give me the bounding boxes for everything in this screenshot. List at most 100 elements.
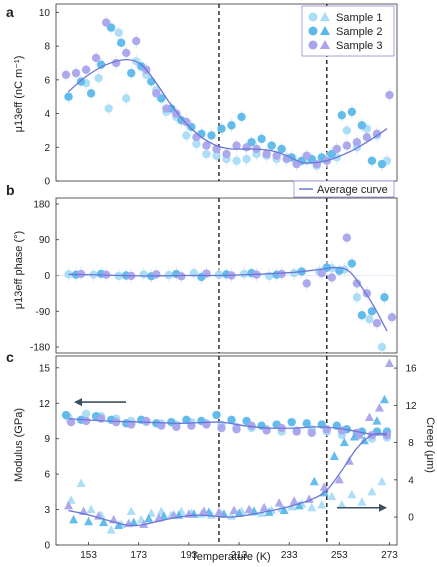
panel-c-letter: c: [6, 349, 14, 365]
panel-a-sample1-point-27: [342, 126, 352, 135]
panel-c-sample3-triangle-17: [319, 482, 329, 491]
panel-c-sample2-point-11: [227, 415, 236, 424]
panel-a-sample2-point-5: [116, 38, 126, 47]
panel-c-sample3-point-17: [322, 425, 331, 434]
panel-c-xlabel: Temperature (K): [191, 551, 270, 563]
panel-c-ytick-label-3: 9: [44, 434, 50, 445]
panel-a-sample3-point-25: [312, 159, 321, 169]
panel-c-sample1-triangle-2: [86, 504, 96, 514]
panel-a-sample1-point-17: [242, 154, 251, 164]
panel-a-sample3-point-24: [302, 151, 311, 160]
panel-c-sample1-triangle-1: [76, 478, 86, 488]
panel-a-sample2-point-6: [127, 68, 136, 78]
panel-a-sample3-point-11: [172, 109, 181, 118]
panel-a-sample1-point-13: [202, 149, 211, 159]
panel-c-ytick-label-0: 0: [44, 541, 50, 552]
legend-average-label: Average curve: [317, 184, 388, 196]
panel-c-sample2-triangle-15: [294, 500, 304, 510]
legend-sample2-circle: [308, 26, 318, 36]
panel-b-sample3-point-5: [202, 269, 211, 278]
panel-c-sample3-triangle-6: [154, 513, 164, 522]
panel-a-ytick-label-1: 2: [44, 143, 50, 154]
legend-panel-b: Average curve: [293, 180, 395, 198]
panel-c-sample2-triangle-23: [379, 394, 389, 404]
panel-c-sample2-triangle-18: [329, 451, 339, 461]
panel-c-ytick-label-1: 3: [44, 505, 50, 516]
panel-a-sample3-point-0: [61, 70, 71, 80]
panel-a-sample3-point-17: [232, 141, 241, 150]
panel-b-letter: b: [6, 182, 15, 198]
panel-c-sample1-point-1: [81, 409, 91, 419]
panel-c-sample1-triangle-24: [307, 502, 317, 512]
panel-b-ytick-label-3: 90: [39, 235, 51, 246]
panel-a-sample2-point-16: [227, 121, 236, 130]
panel-c-sample2-triangle-6: [159, 511, 169, 520]
panel-c-xtick-label-6: 273: [381, 550, 398, 561]
panel-a-sample3-point-12: [182, 117, 191, 127]
panel-c-sample3-triangle-9: [199, 506, 209, 515]
panel-b-sample1-point-15: [377, 342, 387, 352]
panel-c-sample3-point-15: [292, 427, 301, 436]
panel-b-sample3-point-4: [177, 272, 186, 281]
panel-b-sample1-point-14: [365, 315, 374, 324]
panel-c-sample3-triangle-23: [384, 358, 394, 367]
panel-c-sample2-triangle-1: [84, 516, 94, 526]
panel-a-sample2-point-21: [277, 144, 286, 154]
panel-c-sample3-point-18: [337, 426, 347, 435]
panel-c-average-curve-7: [68, 432, 388, 527]
panel-c-sample3-triangle-0: [64, 500, 74, 510]
panel-c-ytick-label-2: 6: [44, 470, 50, 481]
panel-c-xtick-label-4: 233: [281, 550, 298, 561]
panel-c-y2tick-label-1: 4: [408, 475, 414, 486]
panel-a-sample1-point-3: [104, 104, 113, 113]
panel-b-sample2-point-12: [347, 259, 357, 268]
panel-c-sample3-triangle-22: [374, 403, 384, 412]
panel-b-ytick-label-4: 180: [33, 199, 50, 210]
panel-c-sample2-point-10: [212, 410, 221, 420]
panel-b-average-curve-3: [68, 266, 388, 332]
panel-c-sample3-triangle-20: [354, 430, 364, 439]
panel-c-sample3-point-3: [111, 417, 121, 427]
panel-c-sample2-point-8: [182, 415, 191, 424]
panel-b-sample3-point-8: [277, 269, 286, 279]
panel-a-ytick-label-3: 6: [44, 75, 50, 86]
panel-b-sample2-point-15: [380, 293, 389, 302]
panel-b-sample3-point-9: [302, 279, 311, 288]
panel-c-ylabel-left: Modulus (GPa): [13, 408, 25, 482]
panel-a-sample1-point-4: [114, 28, 123, 37]
panel-a-sample2-point-20: [267, 141, 276, 150]
panel-a-sample3-point-20: [262, 149, 271, 159]
panel-a-ylabel: μ13eff (nC m⁻¹): [13, 56, 25, 133]
panel-c-sample1-triangle-28: [347, 489, 357, 499]
panel-a-sample2-point-31: [377, 159, 387, 169]
panel-c-xtick-label-2: 193: [181, 550, 198, 561]
panel-c-sample3-triangle-21: [364, 412, 374, 421]
panel-c-sample3-triangle-14: [274, 498, 284, 507]
legend-sample1-label: Sample 1: [336, 12, 382, 24]
panel-b-sample3-point-12: [342, 233, 352, 242]
panel-a-sample1-point-16: [232, 156, 241, 165]
legend-sample1-circle: [308, 12, 318, 22]
panel-a-sample3-point-13: [192, 132, 201, 142]
legend-sample1-triangle: [320, 12, 330, 21]
panel-c-xtick-label-5: 253: [331, 550, 348, 561]
panel-b-sample1-point-13: [352, 293, 362, 302]
panel-c-ytick-label-5: 15: [39, 363, 51, 374]
panel-c-sample3-triangle-11: [229, 505, 239, 515]
panel-c-sample2-triangle-19: [339, 437, 349, 447]
panel-c-sample2-triangle-11: [234, 508, 244, 517]
panel-c-sample2-triangle-3: [114, 520, 124, 529]
panel-c-sample3-point-5: [142, 416, 151, 426]
panel-a-sample1-point-5: [122, 94, 131, 103]
panel-c-sample2-point-16: [302, 419, 311, 428]
panel-a-sample3-point-6: [122, 48, 131, 58]
panel-b-sample3-point-11: [327, 273, 337, 282]
panel-a-sample3-point-32: [385, 90, 394, 100]
panel-c-sample3-point-16: [307, 428, 316, 437]
panel-a-sample2-point-27: [337, 111, 347, 120]
panel-c-sample3-triangle-13: [259, 502, 269, 512]
panel-c-sample2-triangle-14: [279, 505, 289, 515]
panel-a-sample3-point-14: [202, 141, 211, 150]
panel-a-sample1-point-11: [182, 131, 191, 140]
panel-c-y2tick-label-4: 16: [405, 364, 417, 375]
